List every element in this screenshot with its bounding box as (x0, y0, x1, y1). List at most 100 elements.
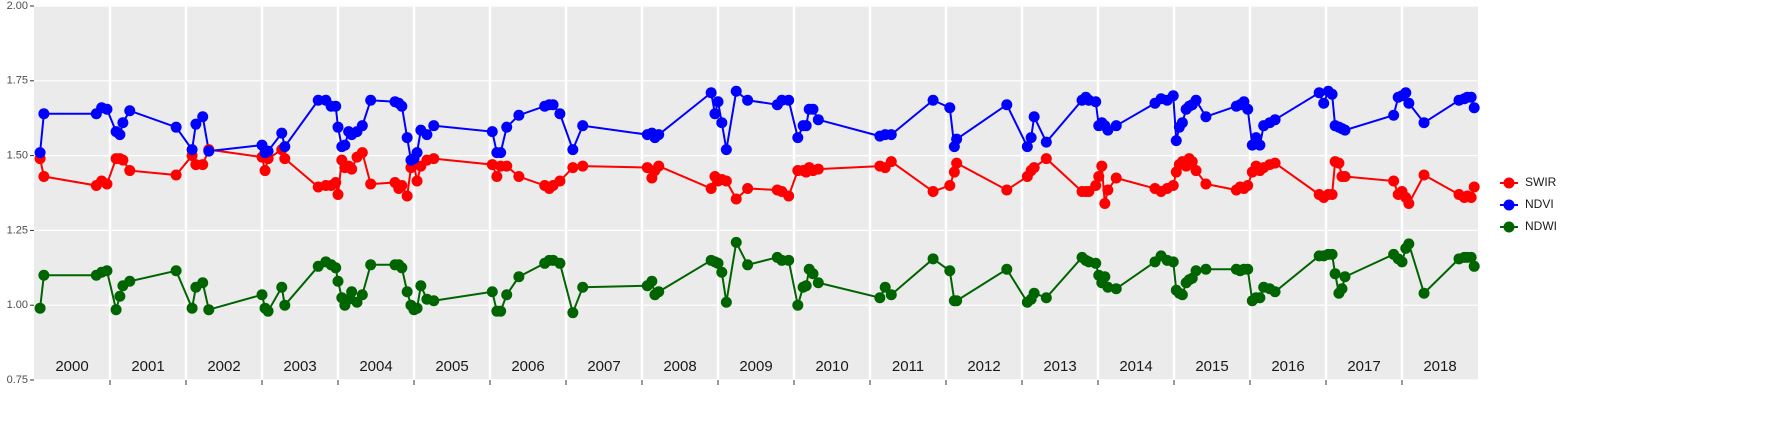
data-point (1090, 96, 1102, 108)
data-point (38, 108, 50, 120)
data-point (365, 94, 377, 106)
data-point (203, 145, 215, 157)
data-point (720, 175, 732, 187)
data-point (346, 286, 358, 298)
data-point (1465, 191, 1477, 203)
panel-background (34, 6, 1478, 380)
data-point (513, 271, 525, 283)
data-point (1090, 257, 1102, 269)
year-label: 2006 (511, 358, 544, 375)
data-point (948, 166, 960, 178)
data-point (1090, 180, 1102, 192)
year-label: 2003 (283, 358, 316, 375)
data-point (396, 262, 408, 274)
data-point (101, 103, 113, 115)
data-point (1110, 283, 1122, 295)
year-label: 2004 (359, 358, 392, 375)
data-point (1400, 87, 1412, 99)
data-point (783, 190, 795, 202)
y-tick-label: 1.00 (7, 299, 28, 311)
data-point (330, 100, 342, 112)
data-point (783, 254, 795, 266)
data-point (1021, 141, 1033, 153)
data-point (279, 153, 291, 165)
data-point (411, 175, 423, 187)
data-point (124, 275, 136, 287)
year-label: 2012 (967, 358, 1000, 375)
year-label: 2011 (892, 358, 924, 375)
data-point (114, 129, 126, 141)
data-point (259, 165, 271, 177)
data-point (513, 171, 525, 183)
data-point (1403, 197, 1415, 209)
data-point (501, 160, 513, 172)
data-point (1418, 117, 1430, 129)
data-point (197, 111, 209, 123)
year-label: 2015 (1195, 358, 1228, 375)
data-point (653, 286, 665, 298)
data-point (110, 304, 122, 316)
data-point (486, 159, 498, 171)
data-point (34, 147, 46, 159)
data-point (1326, 248, 1338, 260)
data-point (356, 147, 368, 159)
data-point (783, 94, 795, 106)
data-point (1269, 157, 1281, 169)
data-point (812, 163, 824, 175)
data-point (567, 162, 579, 174)
data-point (197, 277, 209, 289)
legend-key (1503, 199, 1515, 211)
data-point (554, 175, 566, 187)
data-point (1326, 188, 1338, 200)
data-point (279, 299, 291, 311)
data-point (501, 121, 513, 133)
data-point (124, 165, 136, 177)
year-label: 2005 (435, 358, 468, 375)
data-point (1028, 162, 1040, 174)
legend-label: SWIR (1525, 175, 1557, 189)
data-point (720, 296, 732, 308)
data-point (1242, 180, 1254, 192)
data-point (1093, 171, 1105, 183)
data-point (1318, 97, 1330, 109)
data-point (1028, 111, 1040, 123)
data-point (101, 178, 113, 190)
data-point (401, 132, 413, 144)
y-tick-label: 0.75 (7, 374, 28, 386)
data-point (38, 269, 50, 281)
data-point (1186, 156, 1198, 168)
data-point (812, 114, 824, 126)
data-point (577, 160, 589, 172)
data-point (1418, 169, 1430, 181)
data-point (365, 259, 377, 271)
year-label: 2002 (207, 358, 240, 375)
data-point (720, 144, 732, 156)
data-point (1465, 91, 1477, 103)
data-point (365, 178, 377, 190)
data-point (1388, 109, 1400, 121)
data-point (800, 120, 812, 132)
data-point (190, 118, 202, 130)
data-point (279, 141, 291, 153)
data-point (276, 127, 288, 139)
data-point (1190, 265, 1202, 277)
year-label: 2017 (1347, 358, 1380, 375)
year-label: 2001 (131, 358, 164, 375)
data-point (646, 275, 658, 287)
data-point (792, 299, 804, 311)
data-point (885, 289, 897, 301)
data-point (885, 156, 897, 168)
data-point (1001, 99, 1013, 111)
data-point (1329, 268, 1341, 280)
data-point (1254, 139, 1266, 151)
data-point (1326, 88, 1338, 100)
data-point (1176, 117, 1188, 129)
year-label: 2016 (1271, 358, 1304, 375)
data-point (1025, 132, 1037, 144)
data-point (1167, 90, 1179, 102)
data-point (807, 103, 819, 115)
data-point (951, 295, 963, 307)
data-point (401, 286, 413, 298)
y-tick-label: 1.50 (7, 150, 28, 162)
